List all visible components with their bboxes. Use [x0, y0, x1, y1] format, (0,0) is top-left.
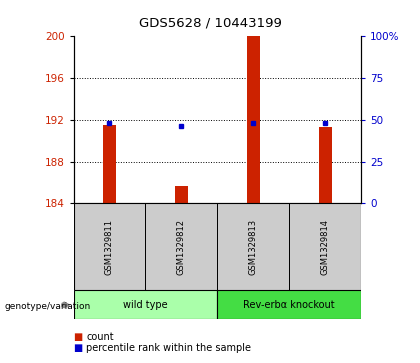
Text: GSM1329814: GSM1329814: [321, 219, 330, 275]
Bar: [218, 203, 289, 290]
Bar: [289, 203, 361, 290]
Text: GSM1329813: GSM1329813: [249, 219, 258, 275]
Text: GSM1329811: GSM1329811: [105, 219, 114, 275]
Bar: [145, 203, 218, 290]
Text: count: count: [86, 332, 114, 342]
Text: GDS5628 / 10443199: GDS5628 / 10443199: [139, 16, 281, 29]
Text: ■: ■: [74, 343, 83, 353]
Bar: [218, 290, 361, 319]
Bar: [247, 36, 260, 203]
Bar: [175, 185, 188, 203]
Text: ■: ■: [74, 332, 83, 342]
FancyArrow shape: [62, 302, 69, 308]
Bar: [103, 125, 116, 203]
Text: percentile rank within the sample: percentile rank within the sample: [86, 343, 251, 353]
Bar: [319, 127, 332, 203]
Text: wild type: wild type: [123, 300, 168, 310]
Text: genotype/variation: genotype/variation: [4, 302, 90, 310]
Bar: [74, 290, 218, 319]
Text: Rev-erbα knockout: Rev-erbα knockout: [244, 300, 335, 310]
Text: GSM1329812: GSM1329812: [177, 219, 186, 275]
Bar: [74, 203, 145, 290]
